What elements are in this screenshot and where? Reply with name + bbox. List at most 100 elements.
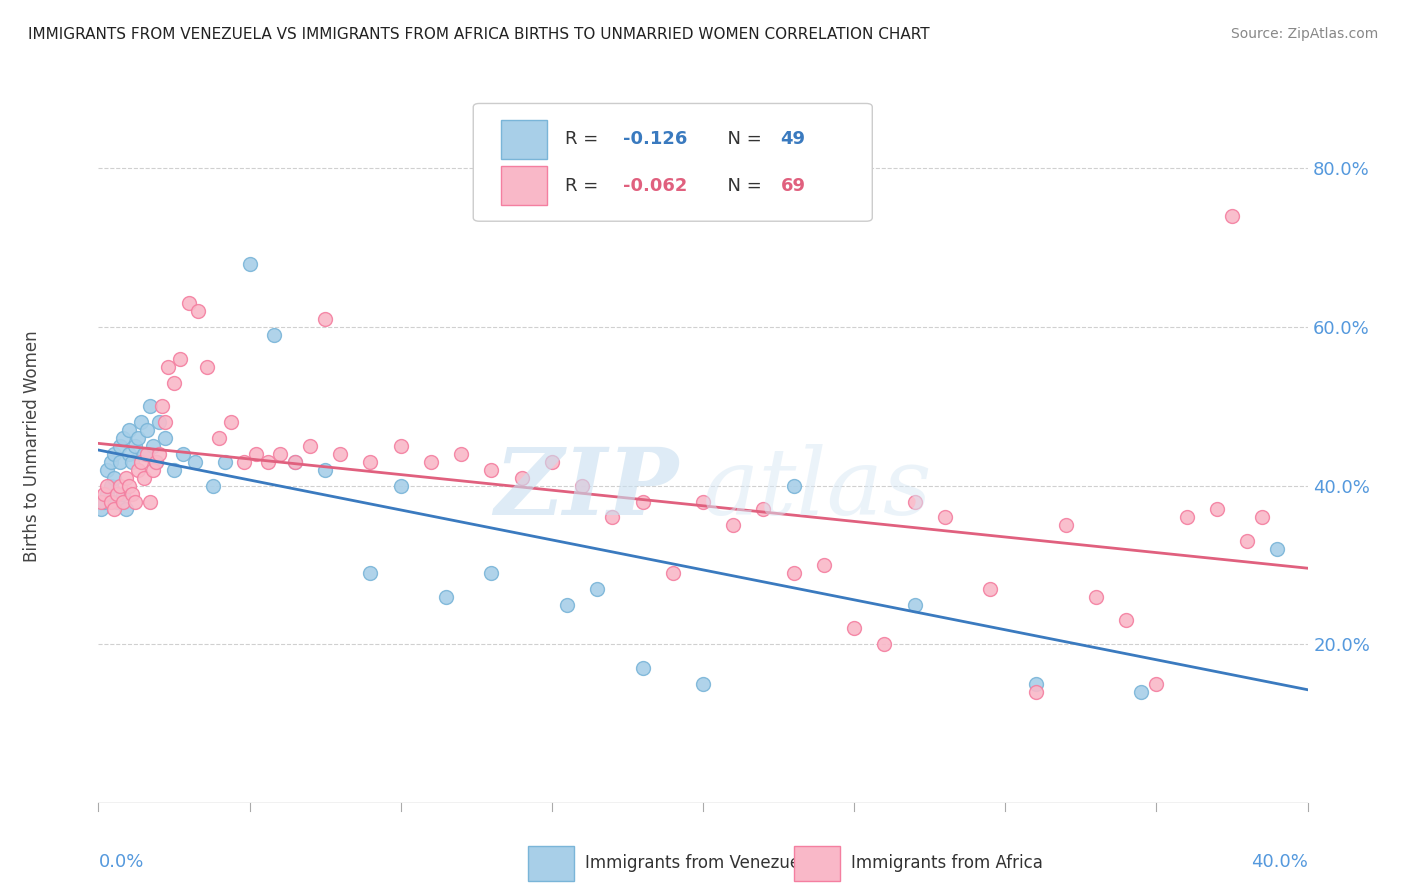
Point (389, 439, 412, 453)
Point (145, 455, 167, 469)
Point (127, 463, 149, 477)
Point (148, 415, 170, 429)
Point (142, 463, 165, 477)
Text: Births to Unmarried Women: Births to Unmarried Women (22, 330, 41, 562)
Point (145, 455, 167, 469)
Point (481, 463, 503, 477)
Point (934, 510, 956, 524)
Point (1220, 209, 1243, 223)
Point (314, 312, 336, 326)
Point (127, 431, 149, 445)
Point (510, 471, 533, 485)
Point (239, 257, 262, 271)
Point (179, 296, 201, 310)
Point (299, 439, 322, 453)
Point (208, 431, 231, 445)
Point (1267, 542, 1289, 557)
Point (434, 590, 457, 604)
Point (96, 463, 118, 477)
Point (692, 677, 714, 691)
Point (184, 455, 207, 469)
Point (103, 502, 125, 516)
Point (202, 478, 225, 492)
Point (1144, 677, 1167, 691)
Point (135, 447, 157, 461)
Point (1024, 677, 1046, 691)
Point (121, 455, 143, 469)
Point (1024, 685, 1046, 699)
Point (692, 494, 714, 508)
Point (329, 447, 352, 461)
Point (245, 447, 267, 461)
Point (602, 510, 624, 524)
Bar (501, 120, 547, 159)
Text: Source: ZipAtlas.com: Source: ZipAtlas.com (1230, 27, 1378, 41)
Text: N =: N = (716, 177, 768, 194)
Point (103, 447, 125, 461)
Bar (501, 166, 547, 205)
Point (450, 447, 472, 461)
Text: 69: 69 (780, 177, 806, 194)
Point (139, 494, 162, 508)
Point (631, 494, 654, 508)
Point (1206, 502, 1229, 516)
Point (148, 447, 170, 461)
Text: 49: 49 (780, 130, 806, 148)
Point (142, 439, 165, 453)
Point (631, 661, 654, 675)
Text: -0.062: -0.062 (623, 177, 688, 194)
Point (150, 400, 173, 414)
Bar (527, 846, 574, 881)
Point (723, 518, 745, 533)
Point (93, 494, 115, 508)
Point (586, 582, 609, 596)
Point (129, 415, 152, 429)
Point (284, 455, 307, 469)
Point (96, 486, 118, 500)
Point (139, 400, 162, 414)
Text: IMMIGRANTS FROM VENEZUELA VS IMMIGRANTS FROM AFRICA BIRTHS TO UNMARRIED WOMEN CO: IMMIGRANTS FROM VENEZUELA VS IMMIGRANTS … (28, 27, 929, 42)
Point (1236, 534, 1258, 549)
Point (1115, 614, 1137, 628)
Point (221, 415, 243, 429)
Point (172, 447, 194, 461)
Point (195, 359, 218, 374)
Point (118, 423, 141, 437)
Point (904, 494, 927, 508)
Point (873, 637, 896, 651)
Point (169, 351, 191, 366)
Point (979, 582, 1001, 596)
Point (111, 486, 134, 500)
Point (555, 598, 578, 612)
Point (121, 486, 143, 500)
Point (111, 431, 134, 445)
Point (124, 494, 146, 508)
Point (481, 566, 503, 580)
FancyBboxPatch shape (474, 103, 872, 221)
Point (163, 463, 186, 477)
Point (187, 304, 209, 318)
Point (284, 455, 307, 469)
Point (904, 598, 927, 612)
Point (1130, 685, 1153, 699)
Text: N =: N = (716, 130, 768, 148)
Point (360, 455, 382, 469)
Point (129, 455, 152, 469)
Point (118, 478, 141, 492)
Point (135, 423, 157, 437)
Point (420, 455, 443, 469)
Point (96, 478, 118, 492)
Point (108, 439, 131, 453)
Point (105, 486, 128, 500)
Text: ZIP: ZIP (495, 444, 679, 533)
Point (389, 478, 412, 492)
Text: 40.0%: 40.0% (1251, 853, 1308, 871)
Point (132, 447, 155, 461)
Text: Immigrants from Venezuela: Immigrants from Venezuela (585, 855, 814, 872)
Point (256, 455, 278, 469)
Point (1251, 510, 1274, 524)
Point (100, 478, 122, 492)
Point (540, 455, 562, 469)
Point (752, 502, 775, 516)
Point (132, 471, 155, 485)
